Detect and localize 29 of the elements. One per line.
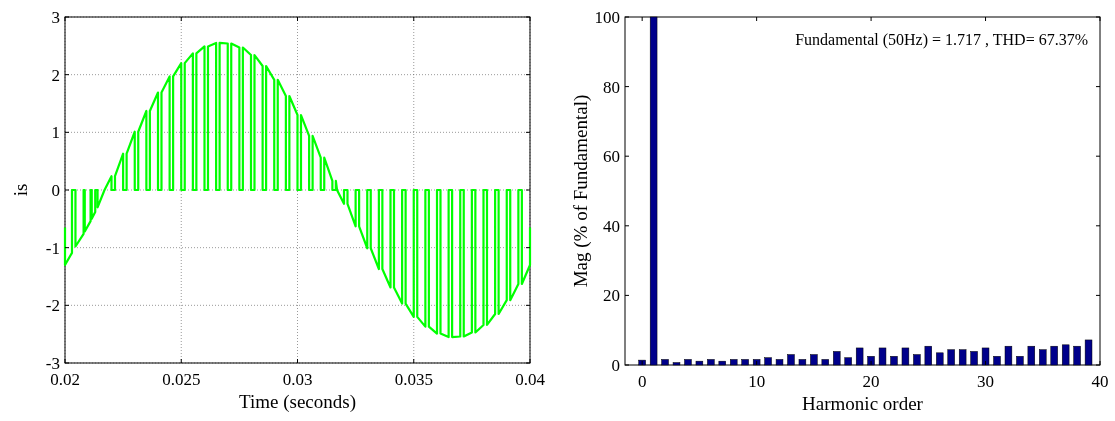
y-tick-label: 1 xyxy=(51,123,60,143)
x-tick-label: 0.03 xyxy=(282,370,313,389)
x-tick-label: 0.035 xyxy=(394,370,433,389)
x-tick-label: 0 xyxy=(637,372,647,391)
y-tick-label: 2 xyxy=(51,65,60,85)
x-tick-label: 10 xyxy=(748,372,766,391)
y-tick-label: -3 xyxy=(45,354,60,373)
y-tick-label: 20 xyxy=(603,286,620,306)
x-tick-label: 40 xyxy=(1091,372,1109,391)
annotation: Fundamental (50Hz) = 1.717 , THD= 67.37% xyxy=(795,31,1088,49)
y-tick-label: 0 xyxy=(611,356,620,375)
y-tick-label: 40 xyxy=(603,216,620,236)
line-series xyxy=(63,41,532,339)
y-axis-title: Mag (% of Fundamental) xyxy=(570,94,592,288)
y-tick-label: 60 xyxy=(603,147,620,167)
y-tick-label: -1 xyxy=(45,238,60,258)
x-tick-label: 30 xyxy=(977,372,995,391)
y-axis-title: is xyxy=(10,183,31,197)
y-tick-label: 0 xyxy=(51,181,60,200)
y-tick-label: 3 xyxy=(51,8,60,27)
y-tick-label: -2 xyxy=(45,296,60,316)
x-axis-title: Time (seconds) xyxy=(239,391,356,413)
y-tick-label: 80 xyxy=(603,77,620,97)
x-tick-label: 20 xyxy=(862,372,880,391)
x-tick-label: 0.02 xyxy=(50,370,80,389)
y-tick-label: 100 xyxy=(594,8,620,27)
x-tick-label: 0.025 xyxy=(162,370,201,389)
x-tick-label: 0.04 xyxy=(515,370,546,389)
x-axis-title: Harmonic order xyxy=(802,393,924,414)
